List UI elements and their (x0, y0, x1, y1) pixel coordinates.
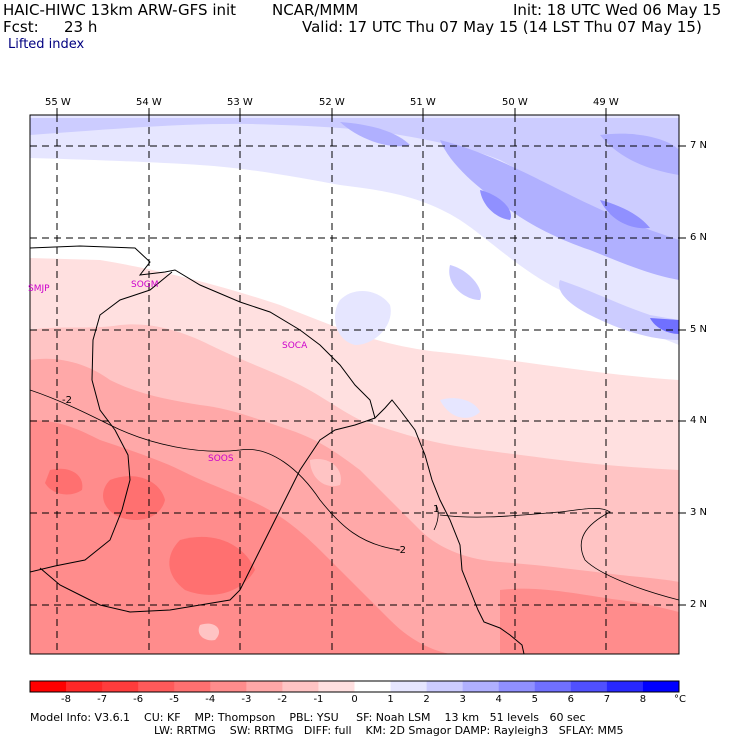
lon-label-54w: 54 W (136, 97, 162, 108)
colorbar-tick-label: 7 (603, 694, 611, 705)
colorbar-swatch (606, 681, 644, 692)
lon-label-49w: 49 W (593, 97, 619, 108)
colorbar-tick-label: 2 (423, 694, 430, 705)
colorbar-tick-label: 3 (459, 694, 466, 705)
colorbar-tick-label: -1 (313, 694, 324, 705)
field-name: Lifted index (8, 37, 85, 52)
colorbar-tick-label: 6 (567, 694, 575, 705)
colorbar-tick-label: 0 (351, 694, 358, 705)
colorbar-swatch (534, 681, 572, 692)
colorbar-tick-label: 4 (495, 694, 502, 705)
colorbar-tick-label: 5 (531, 694, 538, 705)
init-time: Init: 18 UTC Wed 06 May 15 (513, 1, 722, 19)
colorbar-swatch (30, 681, 67, 692)
colorbar-swatch (354, 681, 392, 692)
colorbar-swatch (66, 681, 103, 692)
station-soos: SOOS (208, 454, 234, 464)
contour-label: -2 (62, 395, 72, 406)
colorbar-swatch (462, 681, 500, 692)
station-soca: SOCA (282, 341, 308, 351)
colorbar-unit: °C (674, 694, 686, 705)
colorbar-tick-label: -4 (205, 694, 216, 705)
colorbar-swatch (282, 681, 319, 692)
forecast-hours: 23 h (64, 18, 98, 36)
colorbar-tick-label: -5 (169, 694, 180, 705)
colorbar-tick-label: -6 (133, 694, 144, 705)
lon-label-50w: 50 W (502, 97, 528, 108)
organization: NCAR/MMM (272, 1, 359, 19)
model-title: HAIC-HIWC 13km ARW-GFS init (3, 1, 237, 19)
lon-label-55w: 55 W (45, 97, 71, 108)
colorbar-swatch (570, 681, 608, 692)
colorbar-swatch (318, 681, 355, 692)
colorbar-swatch (426, 681, 464, 692)
colorbar-swatch (138, 681, 175, 692)
lat-label-4n: 4 N (690, 415, 708, 426)
forecast-label: Fcst: (3, 18, 39, 36)
lat-label-7n: 7 N (690, 140, 708, 151)
colorbar (29, 680, 680, 693)
colorbar-tick-label: 1 (387, 694, 394, 705)
lat-label-5n: 5 N (690, 324, 708, 335)
lat-label-3n: 3 N (690, 507, 708, 518)
station-sogm: SOGM (131, 280, 159, 290)
colorbar-swatch (498, 681, 536, 692)
lat-label-6n: 6 N (690, 232, 708, 243)
colorbar-tick-label: -8 (61, 694, 72, 705)
colorbar-swatch (174, 681, 211, 692)
lon-label-53w: 53 W (227, 97, 253, 108)
contour-label: 1 (433, 504, 440, 515)
lat-label-2n: 2 N (690, 599, 708, 610)
station-smjp: SMJP (28, 284, 50, 294)
model-info-line1: Model Info: V3.6.1 CU: KF MP: Thompson P… (30, 711, 586, 724)
colorbar-tick-label: -7 (97, 694, 108, 705)
colorbar-tick-label: -2 (277, 694, 288, 705)
colorbar-swatch (642, 681, 680, 692)
contour-label: -2 (396, 545, 406, 556)
colorbar-swatch (102, 681, 139, 692)
colorbar-tick-label: 8 (639, 694, 647, 705)
model-info-line2: LW: RRTMG SW: RRTMG DIFF: full KM: 2D Sm… (154, 724, 624, 737)
lon-label-52w: 52 W (319, 97, 345, 108)
lon-label-51w: 51 W (410, 97, 436, 108)
valid-time: Valid: 17 UTC Thu 07 May 15 (14 LST Thu … (302, 18, 702, 36)
colorbar-swatch (246, 681, 283, 692)
colorbar-swatch (390, 681, 428, 692)
colorbar-swatch (210, 681, 247, 692)
colorbar-tick-label: -3 (241, 694, 252, 705)
